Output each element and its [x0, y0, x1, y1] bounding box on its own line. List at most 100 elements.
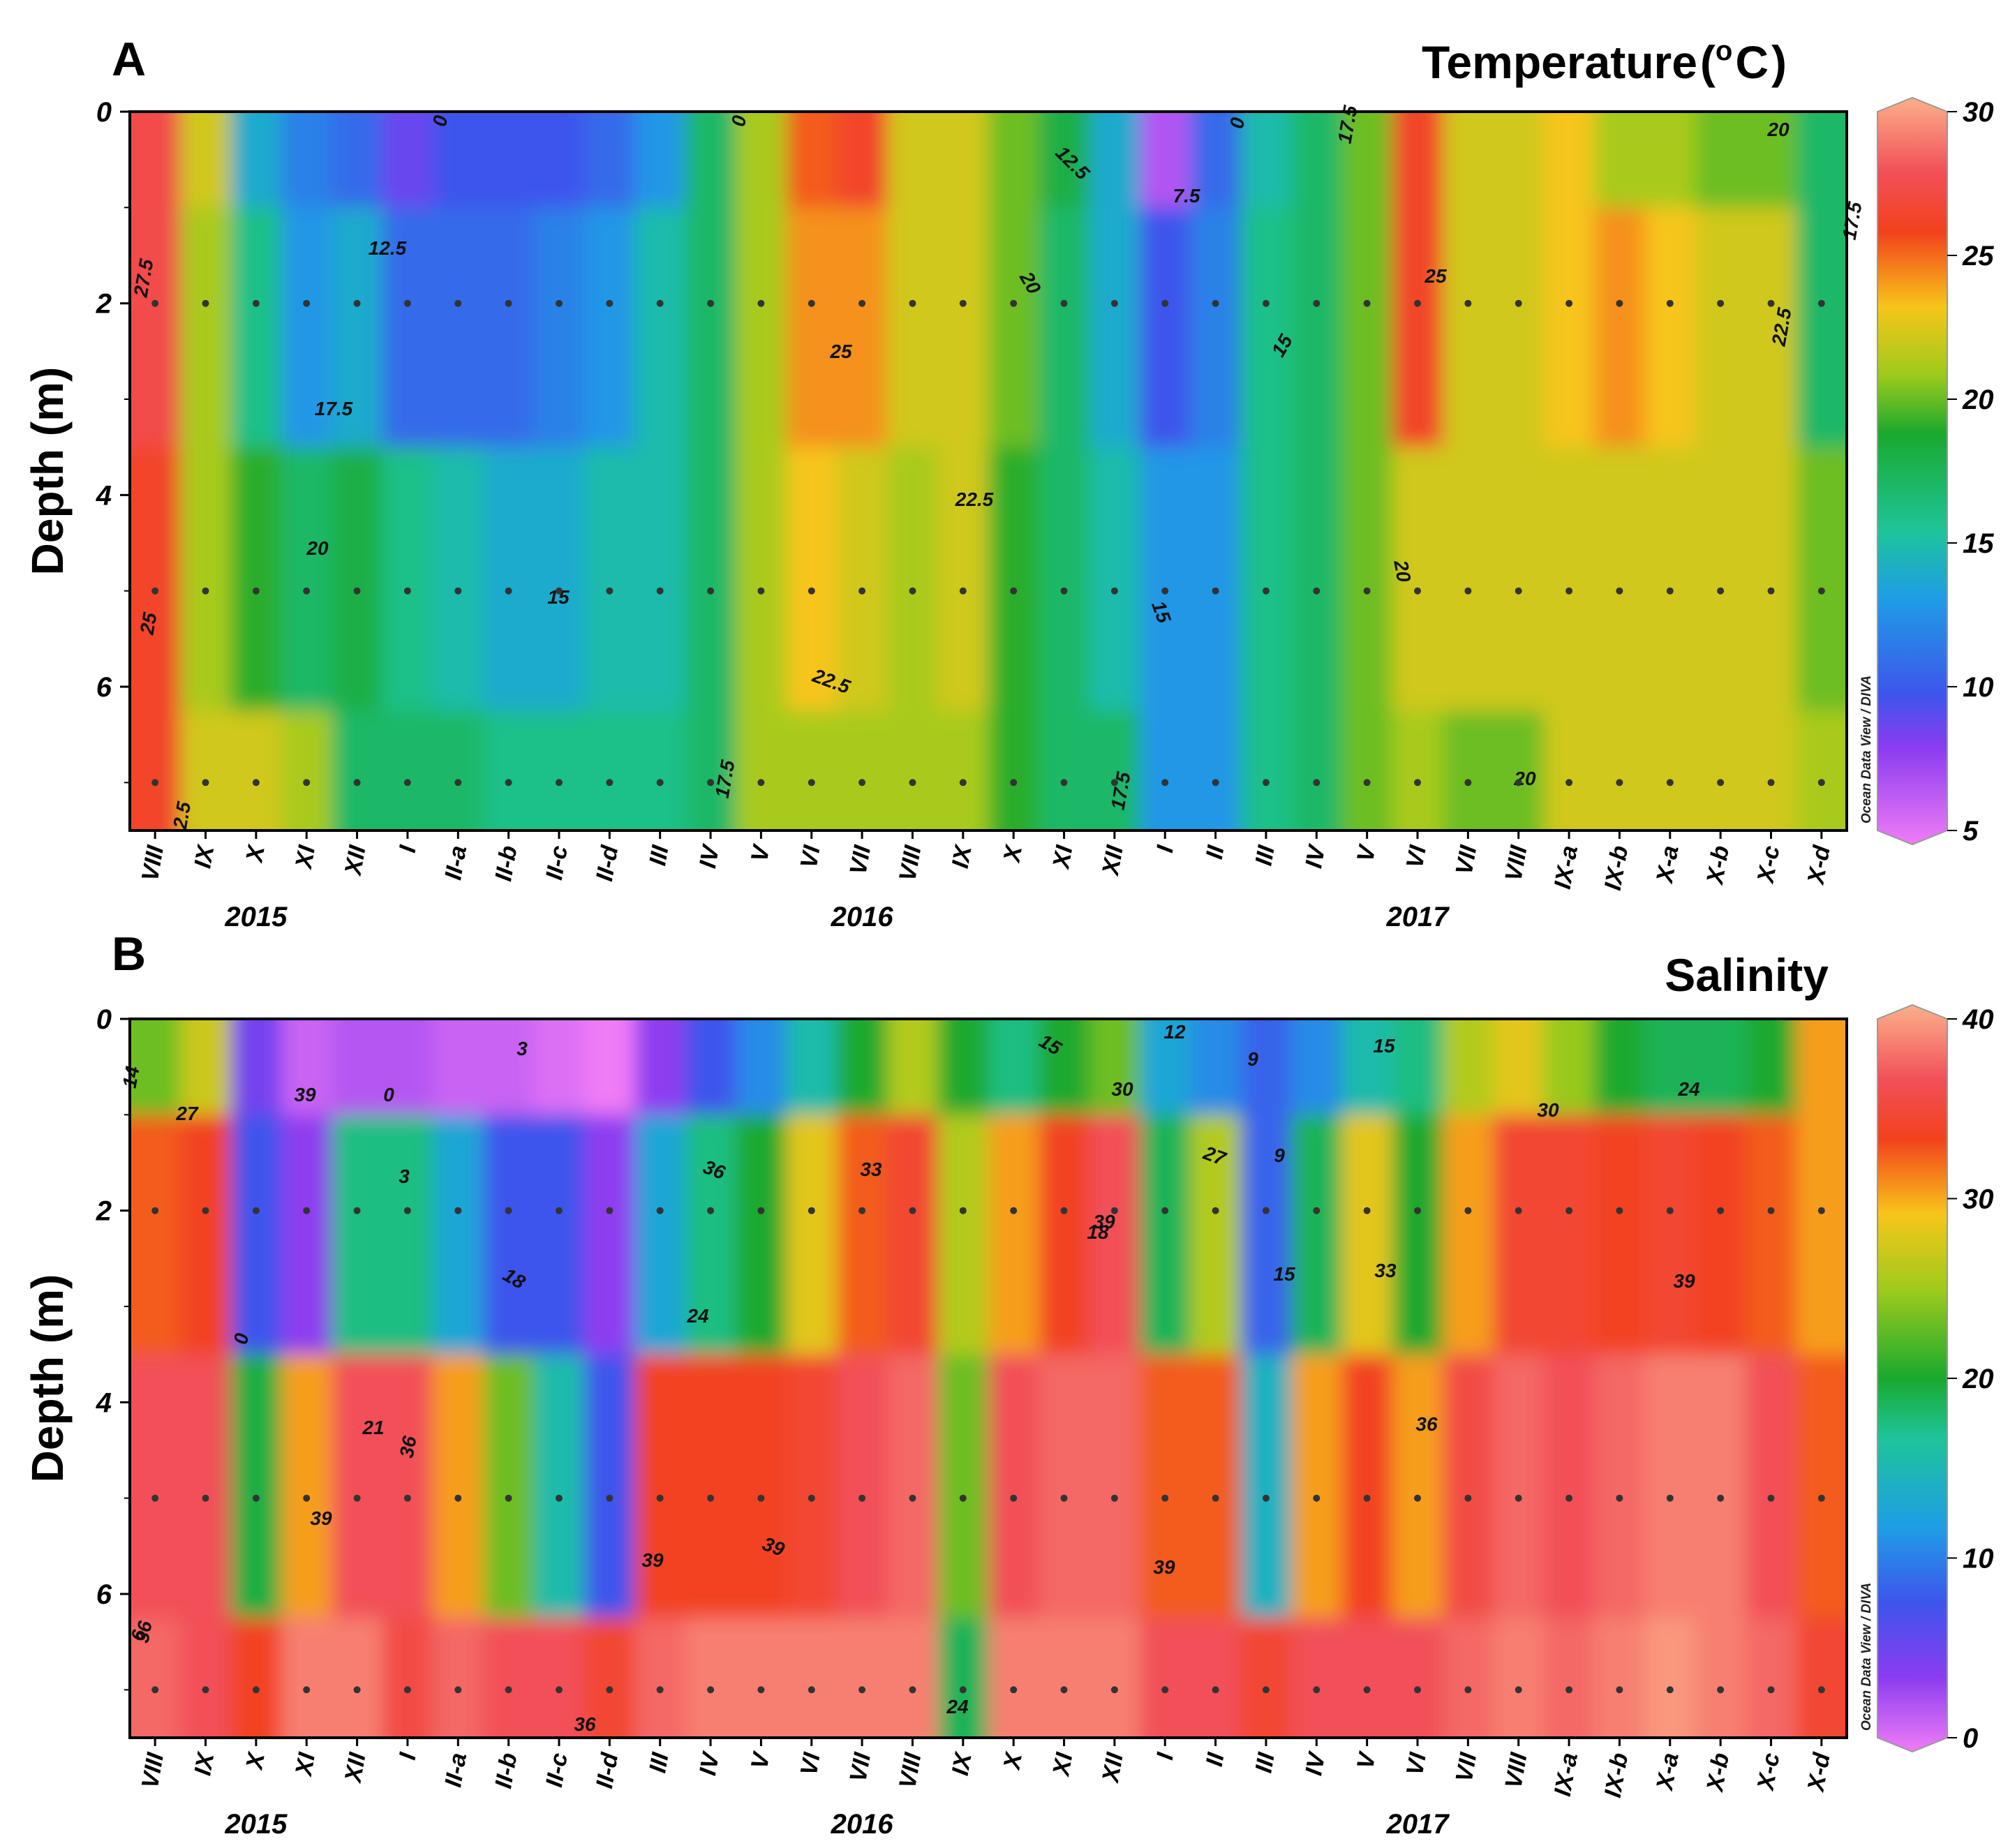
field-cell	[887, 710, 939, 830]
field-cell	[1039, 112, 1090, 209]
contour-label: 9	[1274, 1145, 1285, 1166]
field-cell	[1746, 1618, 1797, 1738]
field-cell	[1341, 710, 1393, 830]
y-tick-label: 6	[96, 672, 112, 703]
field-cell	[1644, 1618, 1696, 1738]
field-cell	[685, 112, 737, 209]
year-label: 2015	[224, 1809, 288, 1840]
field-cell	[988, 1354, 1040, 1619]
contour-label: 33	[1374, 1260, 1397, 1281]
sample-point	[757, 779, 765, 787]
year-label: 2017	[1386, 902, 1450, 932]
sample-point	[707, 1686, 715, 1694]
field-cell	[1240, 112, 1293, 209]
salinity-title: Salinity	[1665, 949, 1829, 1001]
field-cell	[1543, 1618, 1595, 1738]
field-cell	[130, 1354, 181, 1619]
x-tick-label: IV	[694, 842, 725, 871]
sample-point	[1767, 779, 1775, 787]
temperature-colorbar-gradient	[1877, 96, 1948, 846]
sample-point	[252, 587, 260, 595]
x-tick-label: XII	[339, 842, 371, 878]
temperature-title: Temperature(oC)	[1422, 36, 1787, 88]
sample-point	[505, 1686, 512, 1694]
field-cell	[836, 207, 888, 448]
field-cell	[130, 207, 181, 448]
sample-point	[707, 779, 715, 787]
field-cell	[1594, 1115, 1646, 1355]
contour-label: 30	[1111, 1078, 1133, 1100]
contour-label: 0	[429, 114, 452, 128]
field-cell	[937, 710, 989, 830]
field-cell	[332, 207, 383, 448]
sample-point	[1666, 1207, 1674, 1214]
x-tick-label: X	[998, 842, 1027, 865]
field-cell	[1089, 1115, 1141, 1355]
sample-point	[303, 587, 311, 595]
y-tick-label: 4	[96, 480, 112, 511]
temperature-title-text: Temperature	[1422, 36, 1697, 88]
sample-point	[1161, 1207, 1169, 1214]
sample-point	[1515, 779, 1522, 787]
x-tick-label: IV	[1300, 1749, 1331, 1778]
sample-point	[1212, 1207, 1219, 1214]
field-cell	[1190, 112, 1242, 209]
colorbar-tick-label: 30	[1963, 1184, 1994, 1215]
x-tick-label: VIII	[894, 1750, 927, 1790]
field-cell	[1594, 207, 1646, 448]
field-cell	[1443, 710, 1494, 830]
sample-point	[909, 779, 916, 787]
field-cell	[1644, 447, 1696, 712]
field-cell	[1291, 1618, 1343, 1738]
sample-point	[1515, 299, 1522, 307]
temperature-unit-sup: o	[1716, 36, 1732, 66]
colorbar-tick-label: 20	[1962, 385, 1994, 415]
field-cell	[1392, 207, 1444, 448]
field-cell	[483, 207, 535, 448]
sample-point	[1060, 779, 1068, 787]
sample-point	[1161, 1686, 1169, 1694]
field-cell	[634, 447, 686, 712]
x-tick-label: XII	[1097, 1750, 1129, 1785]
x-tick-label: VI	[796, 842, 826, 870]
field-cell	[533, 1354, 586, 1619]
field-cell	[281, 207, 333, 448]
field-cell	[736, 1618, 787, 1738]
field-cell	[836, 447, 888, 712]
field-cell	[281, 1019, 333, 1116]
contour-label: 9	[1247, 1048, 1258, 1070]
field-cell	[230, 112, 283, 209]
sample-point	[1363, 779, 1371, 787]
x-tick-label: I	[394, 842, 422, 854]
field-cell	[1392, 1618, 1444, 1738]
x-tick-label: X-a	[1651, 1751, 1684, 1794]
contour-label: 17.5	[315, 398, 353, 419]
field-cell	[1493, 1618, 1545, 1738]
x-axis-ticks-b: VIII IX X XI XII I II-a II-b II-c II-d III IV V VI VII…	[137, 1738, 1836, 1800]
field-cell	[332, 710, 383, 830]
field-cell	[1443, 112, 1494, 209]
contour-label: 3	[516, 1038, 528, 1059]
field-cell	[433, 1618, 484, 1738]
field-cell	[1392, 447, 1444, 712]
field-cell	[1796, 207, 1847, 448]
field-cell	[1291, 447, 1343, 712]
field-cell	[1493, 1019, 1545, 1116]
sample-point	[808, 1686, 815, 1694]
sample-point	[151, 1207, 159, 1214]
panel-letter-b: B	[112, 927, 146, 981]
field-cell	[1796, 1115, 1847, 1355]
field-cell	[1543, 112, 1595, 209]
field-cell	[1089, 1019, 1141, 1116]
x-tick-label: X-a	[1651, 844, 1684, 886]
x-tick-label: X-c	[1752, 1751, 1785, 1794]
sample-point	[757, 587, 765, 595]
sample-point	[1414, 1494, 1421, 1502]
x-tick-label: VIII	[137, 842, 170, 883]
sample-point	[1212, 1686, 1219, 1694]
sample-point	[303, 1207, 311, 1214]
sample-point	[1363, 299, 1371, 307]
sample-point	[1565, 1494, 1573, 1502]
field-cell	[1240, 1019, 1293, 1116]
field-cell	[533, 447, 586, 712]
